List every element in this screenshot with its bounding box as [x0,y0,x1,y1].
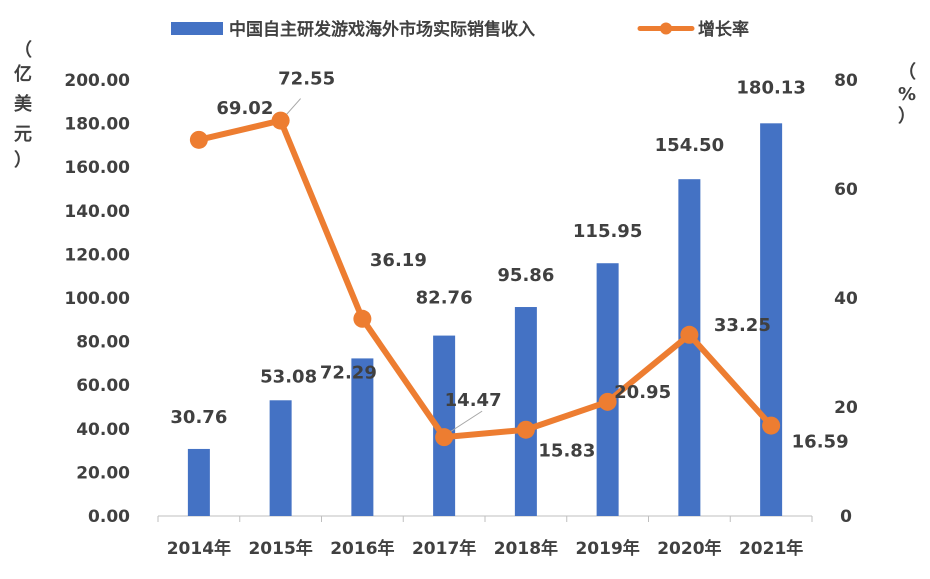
growth-point [598,392,617,411]
legend-bar-swatch [171,22,223,35]
x-tick-label: 2020年 [657,538,721,559]
growth-point [435,428,454,447]
growth-point [271,111,290,130]
y-right-tick-label: 80 [834,71,858,91]
bar-value-label: 30.76 [170,407,227,428]
x-tick-label: 2016年 [330,538,394,559]
y-right-unit-char: % [898,84,916,105]
bar-value-label: 53.08 [260,366,317,387]
y-right-unit-label: （%） [898,62,916,127]
x-tick-label: 2015年 [248,538,312,559]
growth-value-label: 36.19 [370,250,427,271]
leader-lines [284,98,483,434]
bar [514,307,537,516]
bar [433,335,456,516]
y-left-tick-label: 0.00 [88,507,130,527]
line-series [189,111,781,447]
bar [596,263,619,516]
y-left-tick-label: 160.00 [64,158,130,178]
y-left-unit-char: 亿 [14,63,32,85]
x-tick-label: 2017年 [412,538,476,559]
bar [351,358,374,516]
y-right-unit-char: ） [898,106,916,127]
x-tick-label: 2014年 [167,538,231,559]
y-left-tick-label: 100.00 [64,289,130,309]
y-left-tick-label: 200.00 [64,71,130,91]
growth-point [353,309,372,328]
x-tick-label: 2018年 [494,538,558,559]
y-right-tick-label: 20 [834,398,858,418]
y-left-tick-label: 40.00 [76,420,130,440]
growth-value-label: 72.55 [278,69,335,90]
y-right-tick-label: 40 [834,289,858,309]
y-left-tick-label: 60.00 [76,376,130,396]
y-left-axis: 0.00 20.00 40.00 60.00 80.00 100.00 120.00 140.… [64,71,130,527]
growth-point [762,416,781,435]
y-left-tick-label: 180.00 [64,115,130,135]
y-left-tick-label: 80.00 [76,333,130,353]
growth-value-label: 20.95 [614,382,671,403]
y-left-tick-label: 140.00 [64,202,130,222]
bar [187,448,210,516]
y-right-tick-label: 0 [840,507,852,527]
y-left-tick-label: 20.00 [76,463,130,483]
growth-value-label: 69.02 [216,98,273,119]
legend-line-marker [660,22,672,35]
x-axis: 2014年 2015年 2016年 2017年 2018年 2019年 2020年 2021年 [157,515,813,559]
bar-value-label: 115.95 [573,221,642,242]
bar-value-label: 72.29 [320,362,377,383]
growth-value-label: 15.83 [538,441,595,462]
growth-point [680,325,699,344]
x-tick-label: 2021年 [739,538,803,559]
bar-value-label: 154.50 [655,135,724,156]
bar [269,400,292,516]
y-right-tick-label: 60 [834,180,858,200]
y-left-unit-char: 元 [14,124,32,145]
y-right-unit-char: （ [898,62,916,83]
legend-line-label: 增长率 [698,19,749,40]
y-left-tick-label: 120.00 [64,245,130,265]
legend-bar-label: 中国自主研发游戏海外市场实际销售收入 [229,19,535,40]
y-left-unit-char: ） [14,150,32,171]
y-left-unit-char: （ [14,40,32,61]
growth-point [189,130,208,149]
y-left-unit-char: 美 [14,93,32,115]
y-right-axis: 0 20 40 60 80 [834,71,858,527]
growth-point [516,420,535,439]
bar-series [187,123,783,517]
bar-value-label: 95.86 [497,265,554,286]
growth-value-label: 14.47 [445,390,502,411]
growth-value-label: 16.59 [792,432,849,453]
bar [678,179,701,516]
growth-line [195,117,775,441]
legend: 中国自主研发游戏海外市场实际销售收入 增长率 [171,19,749,40]
leader-line [284,98,301,117]
leader-line [447,410,483,434]
bar-value-label: 82.76 [416,288,473,309]
bar-data-labels: 30.76 53.08 72.29 82.76 95.86 115.95 154.50 180… [170,77,805,428]
y-left-unit-label: （亿美元 ） [14,40,32,171]
x-tick-label: 2019年 [575,538,639,559]
bar-value-label: 180.13 [736,77,805,98]
growth-value-label: 33.25 [714,315,771,336]
